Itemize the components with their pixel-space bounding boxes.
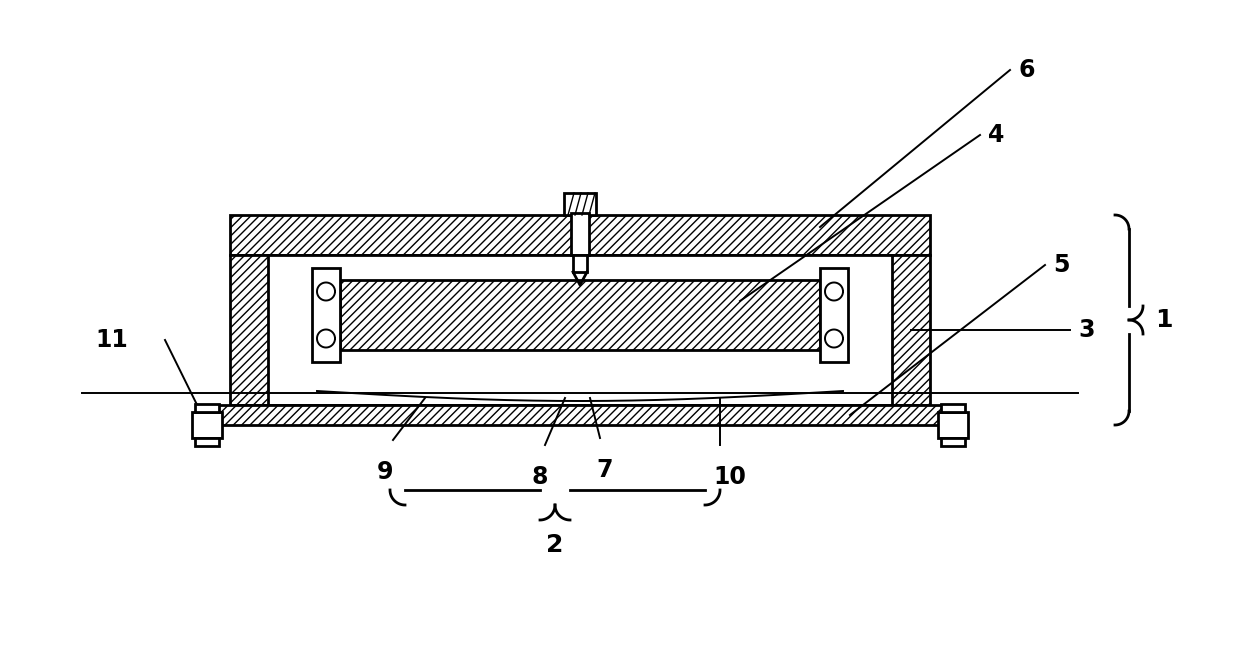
- Bar: [572, 255, 587, 272]
- Text: 8: 8: [532, 465, 548, 489]
- Bar: [339, 280, 820, 350]
- Bar: [230, 215, 930, 255]
- Bar: [564, 193, 596, 215]
- Text: 2: 2: [546, 533, 564, 557]
- Text: 11: 11: [95, 328, 128, 352]
- Text: 6: 6: [1018, 58, 1035, 82]
- Text: 3: 3: [1078, 318, 1094, 342]
- Bar: [820, 268, 847, 362]
- Text: 7: 7: [597, 458, 613, 482]
- Bar: [192, 412, 222, 438]
- Bar: [940, 404, 965, 412]
- Bar: [940, 438, 965, 446]
- Bar: [212, 405, 948, 425]
- Text: 5: 5: [1053, 253, 1069, 277]
- Bar: [230, 255, 268, 405]
- Bar: [195, 404, 219, 412]
- Text: 10: 10: [714, 465, 746, 489]
- Bar: [938, 412, 968, 438]
- Text: 4: 4: [987, 123, 1005, 147]
- Text: 1: 1: [1155, 308, 1172, 332]
- Text: 9: 9: [377, 460, 393, 484]
- Bar: [571, 213, 589, 255]
- Bar: [892, 255, 930, 405]
- Bar: [195, 438, 219, 446]
- Bar: [312, 268, 339, 362]
